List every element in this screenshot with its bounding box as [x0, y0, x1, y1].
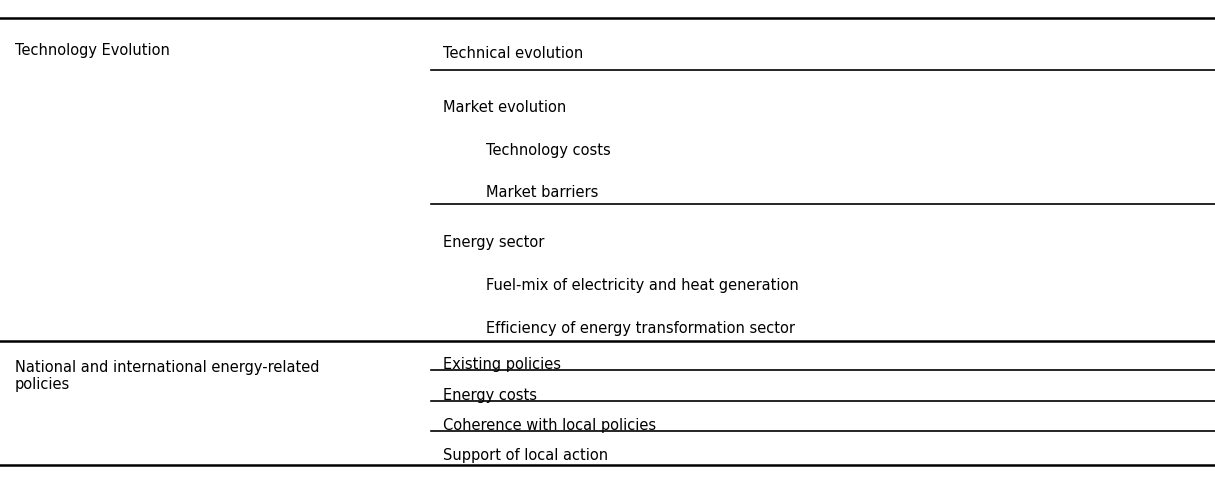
- Text: National and international energy-related
policies: National and international energy-relate…: [15, 360, 320, 392]
- Text: Existing policies: Existing policies: [443, 357, 561, 372]
- Text: Technology costs: Technology costs: [486, 143, 611, 158]
- Text: Technology Evolution: Technology Evolution: [15, 43, 169, 58]
- Text: Efficiency of energy transformation sector: Efficiency of energy transformation sect…: [486, 321, 795, 336]
- Text: Support of local action: Support of local action: [443, 448, 609, 464]
- Text: Technical evolution: Technical evolution: [443, 45, 583, 61]
- Text: Energy costs: Energy costs: [443, 388, 537, 402]
- Text: Market evolution: Market evolution: [443, 100, 566, 115]
- Text: Coherence with local policies: Coherence with local policies: [443, 418, 656, 433]
- Text: Energy sector: Energy sector: [443, 235, 544, 250]
- Text: Market barriers: Market barriers: [486, 185, 598, 200]
- Text: Fuel-mix of electricity and heat generation: Fuel-mix of electricity and heat generat…: [486, 278, 798, 293]
